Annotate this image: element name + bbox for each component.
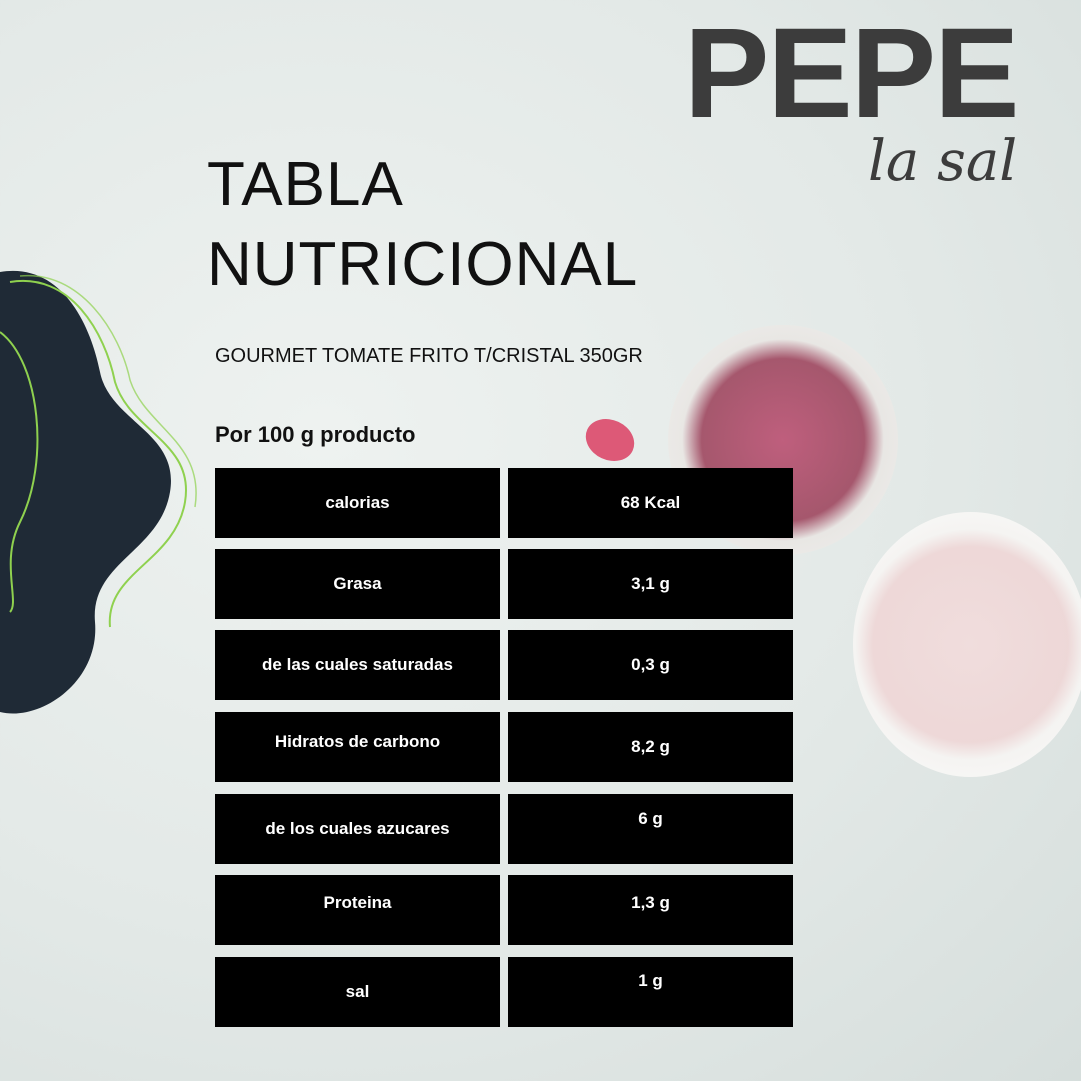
nutrient-value: 0,3 g bbox=[508, 630, 793, 700]
page-title: TABLA NUTRICIONAL bbox=[207, 145, 638, 305]
title-line: NUTRICIONAL bbox=[207, 230, 639, 299]
nutrient-value: 8,2 g bbox=[508, 712, 793, 782]
nutrient-label: de los cuales azucares bbox=[215, 794, 500, 864]
serving-size: Por 100 g producto bbox=[215, 422, 416, 447]
nutrient-label: Hidratos de carbono bbox=[215, 712, 500, 782]
nutrient-label: de las cuales saturadas bbox=[215, 630, 500, 700]
nutrient-label: calorias bbox=[215, 468, 500, 538]
product-name: GOURMET TOMATE FRITO T/CRISTAL 350GR bbox=[215, 345, 643, 367]
nutrient-label: sal bbox=[215, 957, 500, 1027]
nutrient-value: 1 g bbox=[508, 957, 793, 1027]
salt-bowl bbox=[853, 512, 1081, 777]
brand-tagline: la sal bbox=[868, 129, 1018, 194]
nutrient-label: Proteina bbox=[215, 875, 500, 945]
brand-logo: PEPE bbox=[684, 2, 1019, 145]
nutrient-value: 6 g bbox=[508, 794, 793, 864]
nutrient-value: 1,3 g bbox=[508, 875, 793, 945]
nutrient-value: 3,1 g bbox=[508, 549, 793, 619]
nutrient-label: Grasa bbox=[215, 549, 500, 619]
nutrient-value: 68 Kcal bbox=[508, 468, 793, 538]
chili-slice bbox=[578, 411, 642, 469]
decorative-blob bbox=[0, 270, 197, 714]
title-line: TABLA bbox=[207, 150, 404, 219]
